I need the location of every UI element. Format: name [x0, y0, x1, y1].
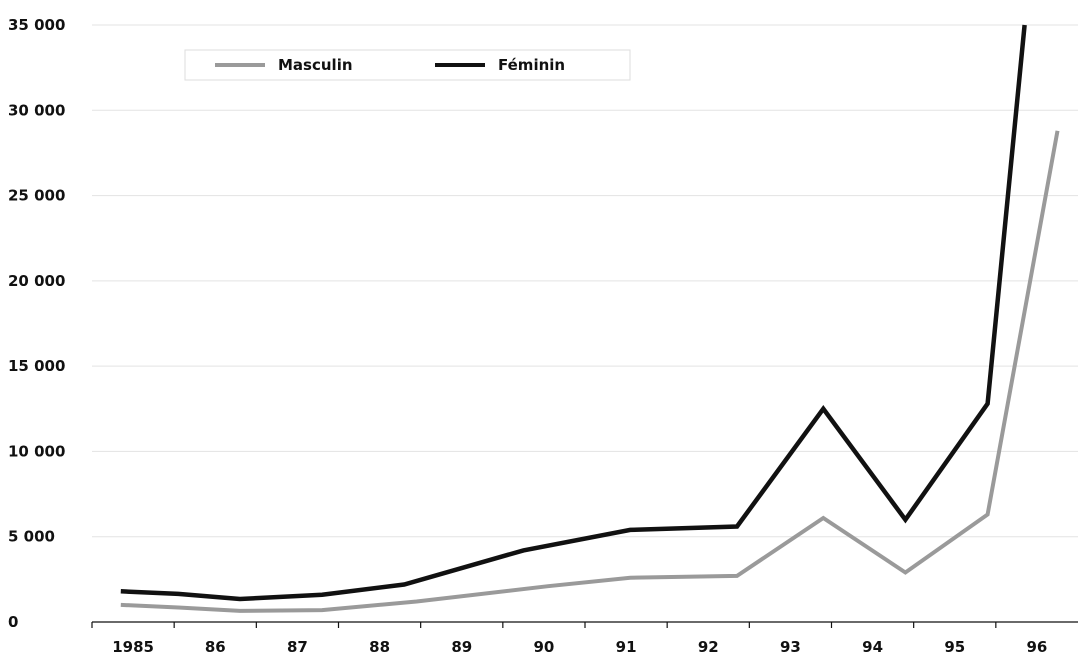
x-tick-label: 96 — [1026, 638, 1047, 656]
y-tick-label: 5 000 — [8, 528, 55, 546]
series-line-fminin — [120, 24, 1027, 602]
y-tick-label: 30 000 — [8, 101, 65, 119]
axis-layer: 0 5 000 10 000 15 000 20 000 25 000 30 000 35 0… — [8, 16, 1078, 656]
y-tick-label: 10 000 — [8, 442, 65, 460]
legend-label: Masculin — [278, 56, 353, 74]
x-tick-label: 91 — [616, 638, 637, 656]
legend: Masculin Féminin — [184, 49, 631, 81]
x-tick-label: 92 — [698, 638, 719, 656]
x-tick-label: 90 — [533, 638, 554, 656]
y-tick-label: 0 — [8, 613, 18, 631]
x-tick-label: 93 — [780, 638, 801, 656]
series-layer — [120, 24, 1060, 613]
series-line-masculin — [120, 130, 1060, 613]
y-tick-label: 15 000 — [8, 357, 65, 375]
x-tick-label: 1985 — [112, 638, 154, 656]
y-tick-label: 35 000 — [8, 16, 65, 34]
x-tick-label: 87 — [287, 638, 308, 656]
x-tick-label: 86 — [205, 638, 226, 656]
y-tick-label: 25 000 — [8, 187, 65, 205]
x-tick-label: 94 — [862, 638, 883, 656]
y-tick-label: 20 000 — [8, 272, 65, 290]
legend-label: Féminin — [498, 56, 565, 74]
x-tick-label: 89 — [451, 638, 472, 656]
x-tick-label: 95 — [944, 638, 965, 656]
grid-layer — [92, 24, 1078, 538]
x-tick-label: 88 — [369, 638, 390, 656]
